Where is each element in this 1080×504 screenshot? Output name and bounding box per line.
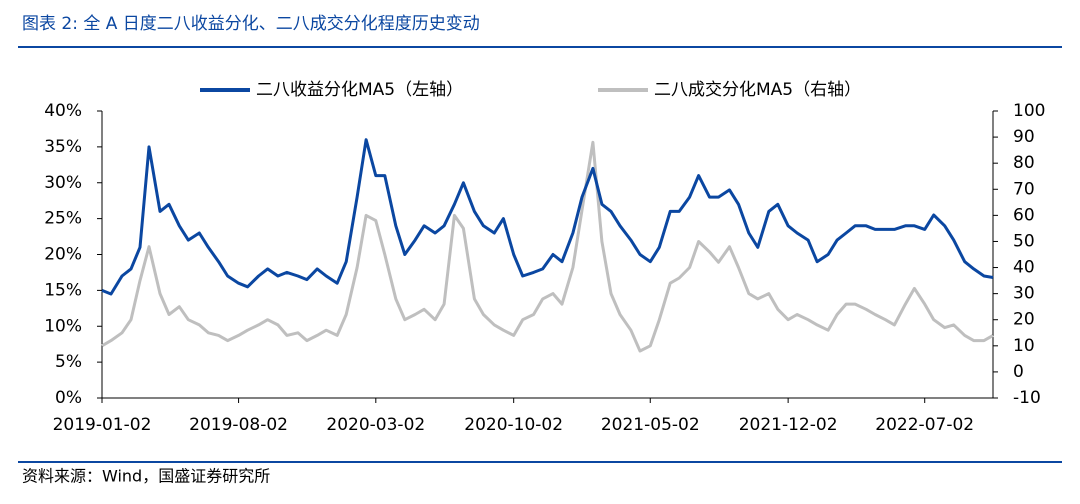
- legend-label: 二八成交分化MA5（右轴）: [654, 80, 861, 100]
- series-line: [101, 138, 994, 296]
- x-tick-label: 2021-12-02: [739, 415, 838, 435]
- y-tick-label: 0%: [55, 388, 82, 408]
- y-tick-label: 25%: [44, 209, 82, 229]
- y-tick-label: 15%: [44, 280, 82, 300]
- y2-tick-label: 70: [1013, 179, 1035, 199]
- x-tick-label: 2021-05-02: [601, 415, 700, 435]
- y2-tick-label: 30: [1013, 284, 1035, 304]
- y2-tick-label: 0: [1013, 362, 1024, 382]
- y-tick-label: 35%: [44, 137, 82, 157]
- y2-tick-label: 50: [1013, 231, 1035, 251]
- source-note: 资料来源：Wind，国盛证券研究所: [22, 467, 270, 486]
- y-tick-label: 10%: [44, 316, 82, 336]
- y-tick-label: 5%: [55, 352, 82, 372]
- page-title: 图表 2: 全 A 日度二八收益分化、二八成交分化程度历史变动: [22, 14, 480, 34]
- x-tick-label: 2020-10-02: [464, 415, 563, 435]
- x-tick-label: 2020-03-02: [326, 415, 425, 435]
- series-line: [101, 140, 994, 353]
- x-tick-label: 2019-01-02: [53, 415, 152, 435]
- y2-tick-label: 10: [1013, 336, 1035, 356]
- x-tick-label: 2019-08-02: [189, 415, 288, 435]
- y-tick-label: 40%: [44, 101, 82, 121]
- y2-tick-label: 100: [1013, 101, 1045, 121]
- y2-tick-label: 90: [1013, 127, 1035, 147]
- legend-label: 二八收益分化MA5（左轴）: [256, 80, 463, 100]
- y-tick-label: 20%: [44, 245, 82, 265]
- y2-tick-label: 40: [1013, 258, 1035, 278]
- y2-tick-label: 80: [1013, 153, 1035, 173]
- y2-tick-label: 60: [1013, 205, 1035, 225]
- y2-tick-label: -10: [1013, 388, 1041, 408]
- y2-tick-label: 20: [1013, 310, 1035, 330]
- y-tick-label: 30%: [44, 173, 82, 193]
- x-tick-label: 2022-07-02: [875, 415, 974, 435]
